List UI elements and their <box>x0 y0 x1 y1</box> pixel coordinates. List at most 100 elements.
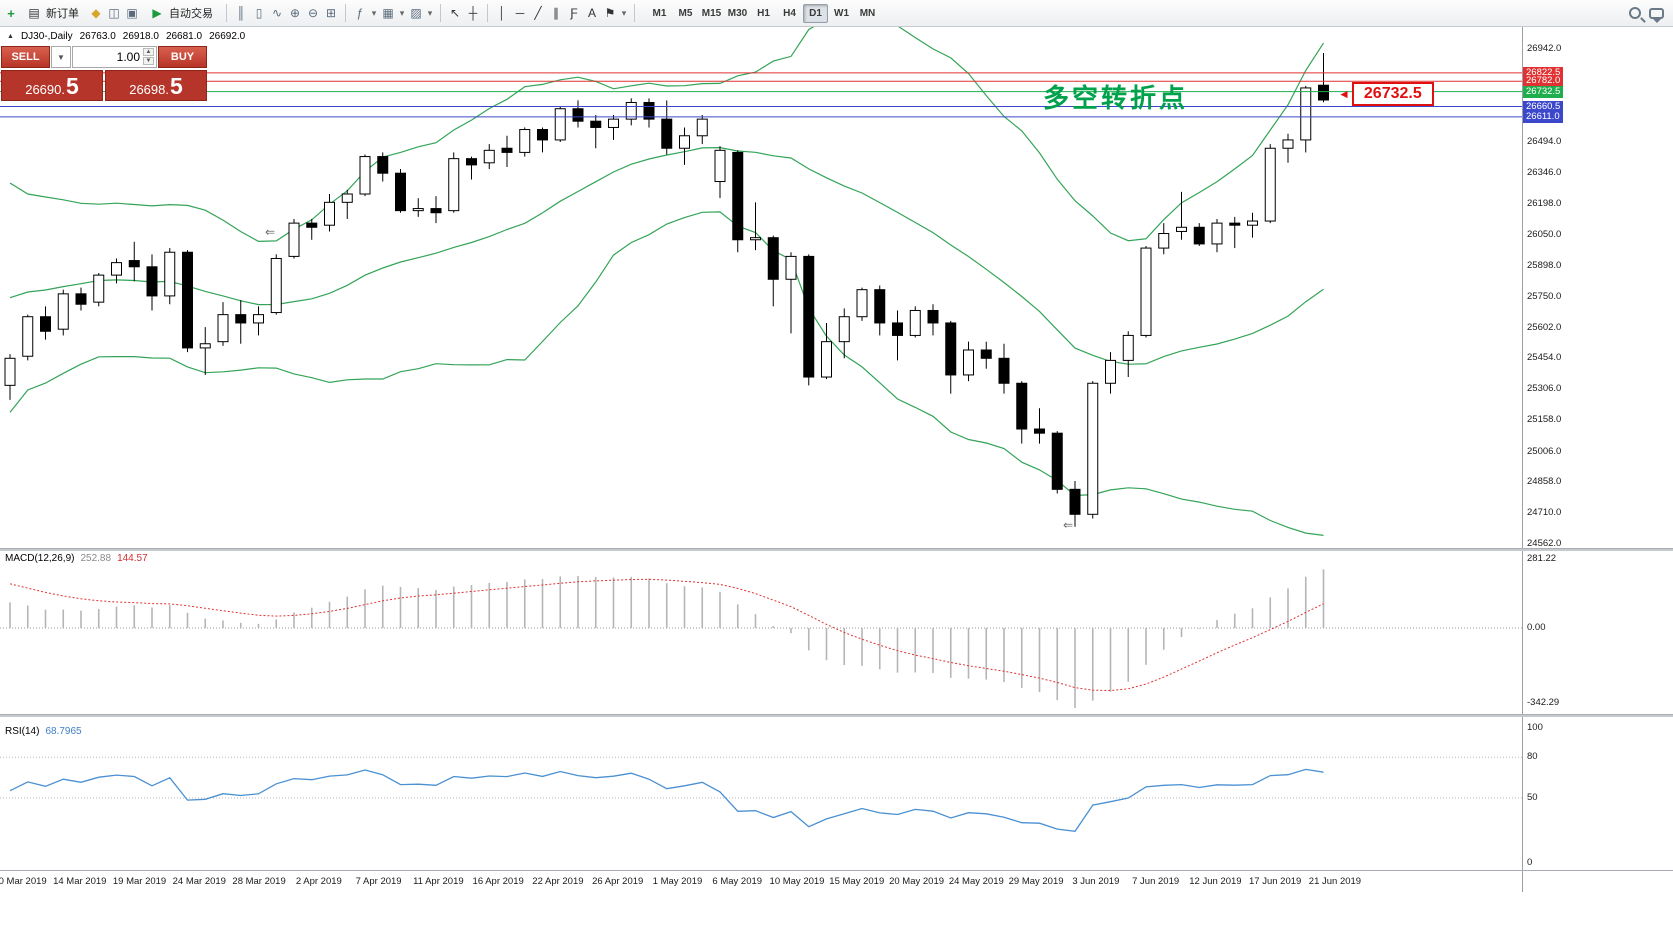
collapse-arrow-icon[interactable]: ▲ <box>7 33 14 40</box>
tab-timeframe-D1[interactable]: D1 <box>803 3 828 23</box>
macd-label: MACD(12,26,9) <box>5 553 75 564</box>
candlestick-chart-icon[interactable]: ▯ <box>255 6 263 20</box>
tile-windows-icon[interactable]: ⊞ <box>325 6 337 20</box>
new-chart-icon[interactable]: + <box>7 5 15 21</box>
chat-icon[interactable] <box>1649 7 1664 23</box>
symbol-label: DJ30-,Daily <box>20 31 73 42</box>
tab-timeframe-M1[interactable]: M1 <box>652 7 667 19</box>
y-axis-label: 26050.0 <box>1527 228 1562 240</box>
chart-area[interactable] <box>0 27 1522 870</box>
bar-chart-icon[interactable]: ║ <box>236 6 246 20</box>
text-tool-icon[interactable]: A <box>587 6 596 20</box>
x-axis-label: 26 Apr 2019 <box>592 876 644 887</box>
line-chart-icon[interactable]: ∿ <box>271 6 283 20</box>
autotrading-button[interactable]: ▶ 自动交易 <box>142 3 220 24</box>
x-axis-label: 12 Jun 2019 <box>1189 876 1242 887</box>
search-icon[interactable] <box>1629 7 1641 19</box>
price-level-tag: 26782.0 <box>1523 75 1564 88</box>
tab-timeframe-M30[interactable]: M30 <box>727 7 748 19</box>
annotation-price[interactable]: ◄ 26732.5 <box>1338 82 1434 106</box>
periods-dropdown-icon[interactable]: ▾ <box>399 7 405 18</box>
annotation-turning-point[interactable]: 多空转折点 <box>1043 83 1189 113</box>
x-axis-label: 29 May 2019 <box>1008 876 1064 887</box>
profiles-icon[interactable]: ◆ <box>91 6 101 20</box>
data-window-icon[interactable]: ◫ <box>108 6 120 20</box>
sell-price: 26690. <box>25 81 65 97</box>
sell-button[interactable]: SELL <box>1 46 50 68</box>
x-axis-label: 11 Apr 2019 <box>413 876 464 887</box>
price-level-tag: 26660.5 <box>1523 100 1564 113</box>
tab-timeframe-MN[interactable]: MN <box>859 7 876 19</box>
ohlc-low: 26681.0 <box>165 31 203 42</box>
zoom-in-icon[interactable]: ⊕ <box>289 6 301 20</box>
indicators-dropdown-icon[interactable]: ▾ <box>371 7 377 18</box>
x-axis-label: 7 Jun 2019 <box>1132 876 1180 887</box>
trendline-tool-icon[interactable]: ╱ <box>534 6 542 20</box>
navigator-icon[interactable]: ▣ <box>126 6 138 20</box>
fibonacci-tool-icon[interactable]: Ƒ <box>570 6 578 20</box>
periods-icon[interactable]: ▦ <box>382 6 394 20</box>
shapes-dropdown-icon[interactable]: ▾ <box>621 7 627 18</box>
y-axis-label: 24858.0 <box>1527 476 1562 488</box>
sell-price-fraction: 5 <box>65 73 79 100</box>
cursor-icon[interactable]: ↖ <box>449 6 461 20</box>
toolbar-separator <box>487 4 488 22</box>
tab-timeframe-W1[interactable]: W1 <box>834 7 849 19</box>
macd-axis-label: -342.29 <box>1527 697 1560 708</box>
y-axis-label: 26942.0 <box>1527 43 1562 54</box>
x-axis-label: 16 Apr 2019 <box>472 876 524 887</box>
new-order-icon: ▤ <box>28 6 40 20</box>
x-axis-label: 1 May 2019 <box>652 876 703 887</box>
y-axis-label: 25602.0 <box>1527 321 1562 333</box>
volume-dropdown[interactable]: ▼ <box>51 46 71 68</box>
rsi-axis-label: 0 <box>1527 857 1533 868</box>
annotation-price-box[interactable]: 26732.5 <box>1351 82 1434 106</box>
volume-input[interactable]: 1.00 ▲ ▼ <box>72 46 157 68</box>
x-axis-label: 3 Jun 2019 <box>1072 876 1120 887</box>
channel-tool-icon[interactable]: ∥ <box>553 6 559 20</box>
y-axis-label: 26346.0 <box>1527 166 1562 178</box>
tab-timeframe-H4[interactable]: H4 <box>783 7 796 19</box>
ohlc-close: 26692.0 <box>209 31 246 42</box>
indicators-icon[interactable]: ƒ <box>356 6 364 20</box>
templates-dropdown-icon[interactable]: ▾ <box>427 7 433 18</box>
y-axis-label: 26494.0 <box>1527 136 1562 148</box>
volume-up-icon[interactable]: ▲ <box>143 48 154 56</box>
x-axis-label: 24 May 2019 <box>948 876 1004 887</box>
tab-timeframe-M15[interactable]: M15 <box>701 7 722 19</box>
crosshair-icon[interactable]: ┼ <box>468 6 478 20</box>
y-axis-label: 25006.0 <box>1527 445 1562 457</box>
buy-button[interactable]: BUY <box>158 46 207 68</box>
x-axis-label: 14 Mar 2019 <box>53 876 107 887</box>
chart-ohlc-header: ▲ DJ30-,Daily 26763.0 26918.0 26681.0 26… <box>7 31 245 42</box>
x-axis-label: 2 Apr 2019 <box>295 876 342 887</box>
rsi-header: RSI(14) 68.7965 <box>5 726 82 737</box>
templates-icon[interactable]: ▨ <box>410 6 422 20</box>
new-order-button[interactable]: ▤ 新订单 <box>19 3 86 24</box>
horizontal-line-tool-icon[interactable]: ─ <box>515 6 525 20</box>
toolbar-separator <box>345 4 346 22</box>
macd-value: 252.88 <box>80 553 112 564</box>
x-axis-label: 21 Jun 2019 <box>1308 876 1362 887</box>
tab-timeframe-H1[interactable]: H1 <box>757 7 770 19</box>
volume-stepper[interactable]: ▲ ▼ <box>143 48 154 65</box>
macd-panel-splitter[interactable] <box>0 548 1673 551</box>
autotrading-play-icon: ▶ <box>152 6 162 20</box>
x-axis-label: 10 May 2019 <box>769 876 825 887</box>
arrows-tool-icon[interactable]: ⚑ <box>604 6 616 20</box>
buy-price-box[interactable]: 26698. 5 <box>105 70 207 101</box>
volume-down-icon[interactable]: ▼ <box>143 57 154 65</box>
x-axis-label: 17 Jun 2019 <box>1249 876 1302 887</box>
x-axis-label: 6 May 2019 <box>712 876 763 887</box>
toolbar-separator <box>634 4 635 22</box>
sell-price-box[interactable]: 26690. 5 <box>1 70 103 101</box>
toolbar-right-group <box>1629 7 1668 23</box>
new-order-label: 新订单 <box>46 8 79 20</box>
y-axis-label: 24562.0 <box>1527 537 1562 549</box>
tab-timeframe-M5[interactable]: M5 <box>678 7 693 19</box>
zoom-out-icon[interactable]: ⊖ <box>307 6 319 20</box>
x-axis-label: 7 Apr 2019 <box>355 876 402 887</box>
rsi-panel-splitter[interactable] <box>0 714 1673 717</box>
vertical-line-tool-icon[interactable]: │ <box>498 6 506 20</box>
